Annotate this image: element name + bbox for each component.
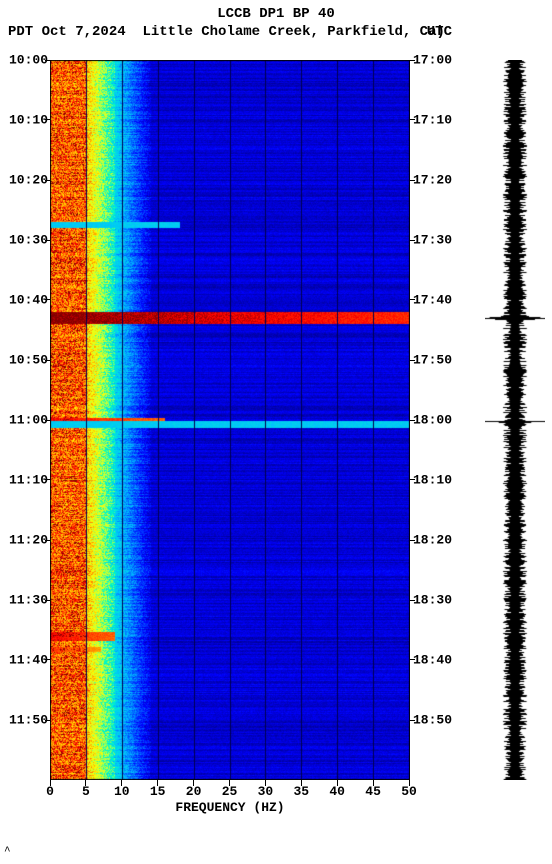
ytick-left-label: 10:40 (0, 292, 48, 307)
ytick-left-mark (45, 180, 50, 181)
ytick-left-mark (45, 240, 50, 241)
ytick-right-label: 17:10 (413, 112, 461, 127)
ytick-left-mark (45, 60, 50, 61)
x-axis-label: FREQUENCY (HZ) (50, 800, 410, 815)
ytick-right-label: 18:00 (413, 413, 461, 428)
xtick-label: 10 (114, 784, 130, 799)
ytick-right-label: 17:40 (413, 292, 461, 307)
ytick-left-mark (45, 119, 50, 120)
xtick-label: 0 (46, 784, 54, 799)
footer-mark: ^ (4, 846, 11, 858)
xtick-mark (301, 780, 302, 786)
ytick-left-label: 11:00 (0, 413, 48, 428)
ytick-left-mark (45, 479, 50, 480)
ytick-right-label: 18:10 (413, 472, 461, 487)
ytick-right-mark (410, 479, 415, 480)
ytick-right-mark (410, 299, 415, 300)
waveform-canvas (485, 60, 545, 780)
ytick-left-mark (45, 659, 50, 660)
ytick-left-label: 11:30 (0, 593, 48, 608)
xtick-mark (85, 780, 86, 786)
ytick-left-mark (45, 720, 50, 721)
ytick-right-label: 18:40 (413, 652, 461, 667)
ytick-left-label: 10:10 (0, 112, 48, 127)
xtick-mark (121, 780, 122, 786)
xtick-label: 25 (222, 784, 238, 799)
ytick-right-label: 17:50 (413, 353, 461, 368)
waveform-panel (485, 60, 545, 780)
chart-title-line1: LCCB DP1 BP 40 (0, 6, 552, 22)
spectrogram-panel (50, 60, 410, 780)
ytick-right-label: 17:30 (413, 233, 461, 248)
ytick-left-mark (45, 600, 50, 601)
xtick-mark (373, 780, 374, 786)
location-label: Little Cholame Creek, Parkfield, Ca) (142, 24, 444, 40)
ytick-right-mark (410, 119, 415, 120)
xtick-mark (193, 780, 194, 786)
ytick-left-mark (45, 299, 50, 300)
xtick-label: 45 (365, 784, 381, 799)
ytick-left-label: 10:30 (0, 233, 48, 248)
ytick-right-mark (410, 240, 415, 241)
chart-title-line2: PDT Oct 7,2024 Little Cholame Creek, Par… (0, 24, 552, 40)
ytick-right-label: 18:50 (413, 713, 461, 728)
tz-left-label: PDT Oct 7,2024 (8, 24, 126, 40)
ytick-left-mark (45, 360, 50, 361)
xtick-label: 5 (82, 784, 90, 799)
ytick-right-mark (410, 720, 415, 721)
ytick-right-mark (410, 600, 415, 601)
ytick-left-label: 11:40 (0, 652, 48, 667)
ytick-right-label: 17:00 (413, 53, 461, 68)
xtick-label: 35 (293, 784, 309, 799)
ytick-left-label: 10:20 (0, 173, 48, 188)
tz-right-label: UTC (427, 24, 452, 40)
xtick-label: 50 (401, 784, 417, 799)
ytick-right-label: 18:30 (413, 593, 461, 608)
xtick-mark (265, 780, 266, 786)
ytick-right-mark (410, 360, 415, 361)
xtick-mark (50, 780, 51, 786)
xtick-label: 30 (258, 784, 274, 799)
ytick-right-mark (410, 180, 415, 181)
xtick-mark (409, 780, 410, 786)
ytick-right-mark (410, 540, 415, 541)
xtick-label: 40 (329, 784, 345, 799)
ytick-left-label: 11:50 (0, 713, 48, 728)
ytick-left-mark (45, 420, 50, 421)
ytick-left-mark (45, 540, 50, 541)
ytick-right-label: 18:20 (413, 533, 461, 548)
spectrogram-canvas (50, 60, 410, 780)
xtick-mark (157, 780, 158, 786)
xtick-mark (229, 780, 230, 786)
ytick-right-mark (410, 420, 415, 421)
ytick-right-label: 17:20 (413, 173, 461, 188)
ytick-right-mark (410, 60, 415, 61)
ytick-left-label: 11:20 (0, 533, 48, 548)
xtick-label: 20 (186, 784, 202, 799)
ytick-left-label: 10:00 (0, 53, 48, 68)
page-root: LCCB DP1 BP 40 PDT Oct 7,2024 Little Cho… (0, 0, 552, 864)
xtick-mark (337, 780, 338, 786)
ytick-left-label: 10:50 (0, 353, 48, 368)
ytick-left-label: 11:10 (0, 472, 48, 487)
xtick-label: 15 (150, 784, 166, 799)
ytick-right-mark (410, 659, 415, 660)
